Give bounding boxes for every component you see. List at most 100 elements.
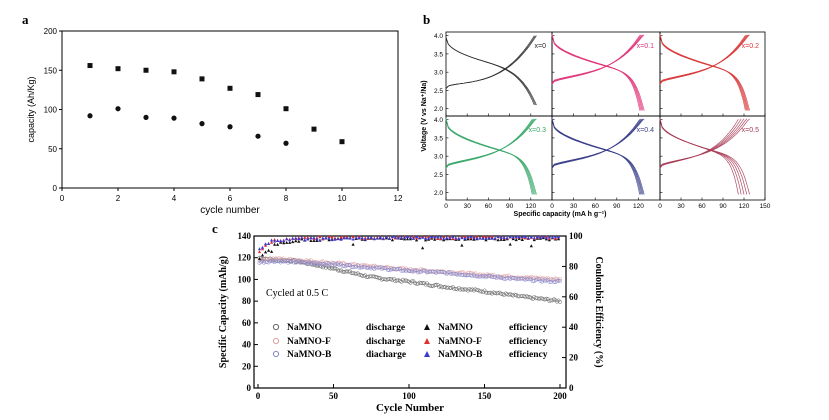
panel-b-discharge-curve: [551, 34, 643, 111]
panel-c-efficiency-point: [309, 239, 313, 242]
panel-c-efficiency-point: [487, 236, 491, 240]
panel-c-x-tick-label: 100: [402, 391, 416, 401]
panel-c-discharge-point: [441, 270, 446, 275]
panel-c-discharge-point: [490, 275, 495, 280]
panel-b-y-tick-label: 4.0: [434, 117, 443, 124]
panel-c-discharge-point: [518, 276, 523, 281]
panel-b-charge-curve: [445, 35, 537, 89]
panel-c-efficiency-point: [556, 235, 561, 239]
panel-c-efficiency-point: [469, 235, 473, 238]
panel-b-y-tick-label: 2.5: [434, 88, 443, 95]
panel-c-discharge-point: [526, 277, 531, 282]
panel-c-discharge-point: [328, 262, 333, 267]
panel-c-efficiency-point: [297, 237, 301, 241]
panel-c-efficiency-point: [411, 235, 416, 238]
panel-b-discharge-curve: [445, 118, 535, 195]
panel-c-efficiency-point: [496, 238, 500, 242]
panel-c-efficiency-point: [502, 235, 506, 239]
panel-c-legend-name: NaMNO-F: [287, 337, 331, 347]
panel-c-discharge-point: [458, 272, 463, 277]
panel-c-efficiency-point: [541, 235, 545, 238]
panel-c-efficiency-point: [378, 235, 382, 239]
panel-a-square-point: [227, 85, 233, 91]
panel-b-x-tick-label: 90: [719, 203, 727, 210]
panel-c-efficiency-point: [547, 236, 551, 240]
panel-c-legend-kind: discharge: [366, 323, 405, 333]
panel-c-efficiency-point: [433, 235, 437, 239]
panel-c-efficiency-point: [433, 237, 437, 241]
panel-c-efficiency-point: [499, 237, 503, 241]
panel-c-efficiency-point: [475, 235, 479, 239]
panel-c-discharge-point: [370, 274, 375, 279]
panel-c-efficiency-point: [481, 236, 485, 240]
panel-b-letter: b: [423, 12, 430, 27]
panel-c-discharge-point: [352, 264, 357, 269]
panel-b-discharge-curve: [551, 118, 643, 195]
panel-c-discharge-point: [351, 265, 356, 270]
panel-c-efficiency-point: [484, 238, 488, 242]
panel-c-discharge-point: [452, 286, 457, 291]
panel-c-efficiency-point: [342, 236, 346, 240]
panel-c-discharge-point: [555, 278, 559, 283]
panel-c-efficiency-point: [263, 242, 268, 246]
panel-c-efficiency-point: [520, 235, 524, 238]
panel-b-charge-curve: [551, 119, 641, 169]
panel-c-legend-kind: discharge: [366, 337, 405, 347]
panel-c-efficiency-point: [282, 239, 286, 243]
panel-c-legend-kind: diacharge: [366, 350, 406, 360]
panel-a-y-tick-label: 50: [48, 145, 57, 154]
panel-c-discharge-point: [434, 282, 439, 287]
panel-c-efficiency-point: [418, 236, 422, 240]
panel-c-y-left-tick-label: 40: [242, 340, 252, 350]
panel-c-discharge-point: [283, 259, 288, 264]
panel-b-subplot-label: x=0.3: [529, 127, 546, 134]
panel-c-discharge-point: [387, 267, 392, 272]
panel-b-subplot-label: x=0.1: [637, 43, 654, 50]
panel-b-subplot: x=0.4: [551, 115, 661, 201]
panel-b-y-tick-label: 3.5: [434, 135, 443, 142]
panel-c-x-tick-label: 200: [553, 391, 567, 401]
panel-b-discharge-curve: [659, 118, 739, 195]
panel-c-y-right-tick-label: 80: [569, 261, 579, 271]
panel-c-y-left-tick-label: 120: [238, 253, 252, 263]
panel-c-legend-name: NaMNO: [438, 323, 473, 333]
panel-c-discharge-point: [346, 269, 351, 274]
panel-b-discharge-curve: [659, 34, 748, 111]
panel-c-efficiency-point: [263, 250, 268, 254]
panel-c-discharge-point: [484, 290, 488, 295]
panel-c-y-left-tick-label: 60: [242, 318, 252, 328]
panel-c-y-right-tick-label: 0: [569, 383, 574, 393]
panel-c-efficiency-point: [291, 236, 295, 240]
panel-c-discharge-point: [518, 294, 523, 299]
panel-c-efficiency-point: [327, 236, 331, 240]
panel-c-efficiency-point: [529, 235, 533, 239]
panel-c-efficiency-point: [279, 239, 283, 242]
panel-c-efficiency-point: [369, 235, 373, 239]
panel-b-discharge-curve: [551, 35, 645, 111]
panel-c-discharge-point: [446, 270, 451, 275]
panel-c-legend-name: NaMNO-B: [438, 350, 483, 360]
panel-c-efficiency-point: [273, 242, 277, 246]
panel-c-y-right-tick-label: 20: [569, 353, 579, 363]
panel-c-discharge-point: [515, 294, 520, 299]
panel-a-x-tick-label: 8: [284, 194, 289, 203]
panel-c-efficiency-point: [517, 236, 521, 240]
panel-a-x-label: cycle number: [200, 205, 260, 216]
panel-c-efficiency-point: [360, 236, 364, 240]
panel-b: b x=0 x=0.1 x=0.2 x=0.3 x=0.4 x=0.5 2.0 2.5 3.0 3.…: [421, 12, 771, 218]
panel-c-efficiency-point: [517, 235, 521, 239]
panel-c-discharge-point: [509, 275, 514, 280]
panel-c-y-left-label: Specific Capacity (mAh/g): [218, 256, 229, 368]
panel-c-discharge-point: [369, 274, 374, 279]
panel-c-efficiency-point: [318, 238, 322, 242]
panel-c-discharge-point: [351, 271, 356, 276]
panel-b-discharge-curve: [445, 37, 537, 106]
panel-c-efficiency-point: [421, 246, 425, 250]
panel-c-legend-name: NaMNO: [287, 323, 322, 333]
panel-c-efficiency-point: [294, 239, 298, 243]
panel-b-discharge-curve: [445, 119, 536, 195]
panel-c-efficiency-point: [529, 244, 533, 248]
panel-c-efficiency-point: [436, 236, 440, 240]
panel-c-discharge-point: [301, 260, 306, 265]
panel-a-y-tick-label: 150: [44, 66, 58, 75]
